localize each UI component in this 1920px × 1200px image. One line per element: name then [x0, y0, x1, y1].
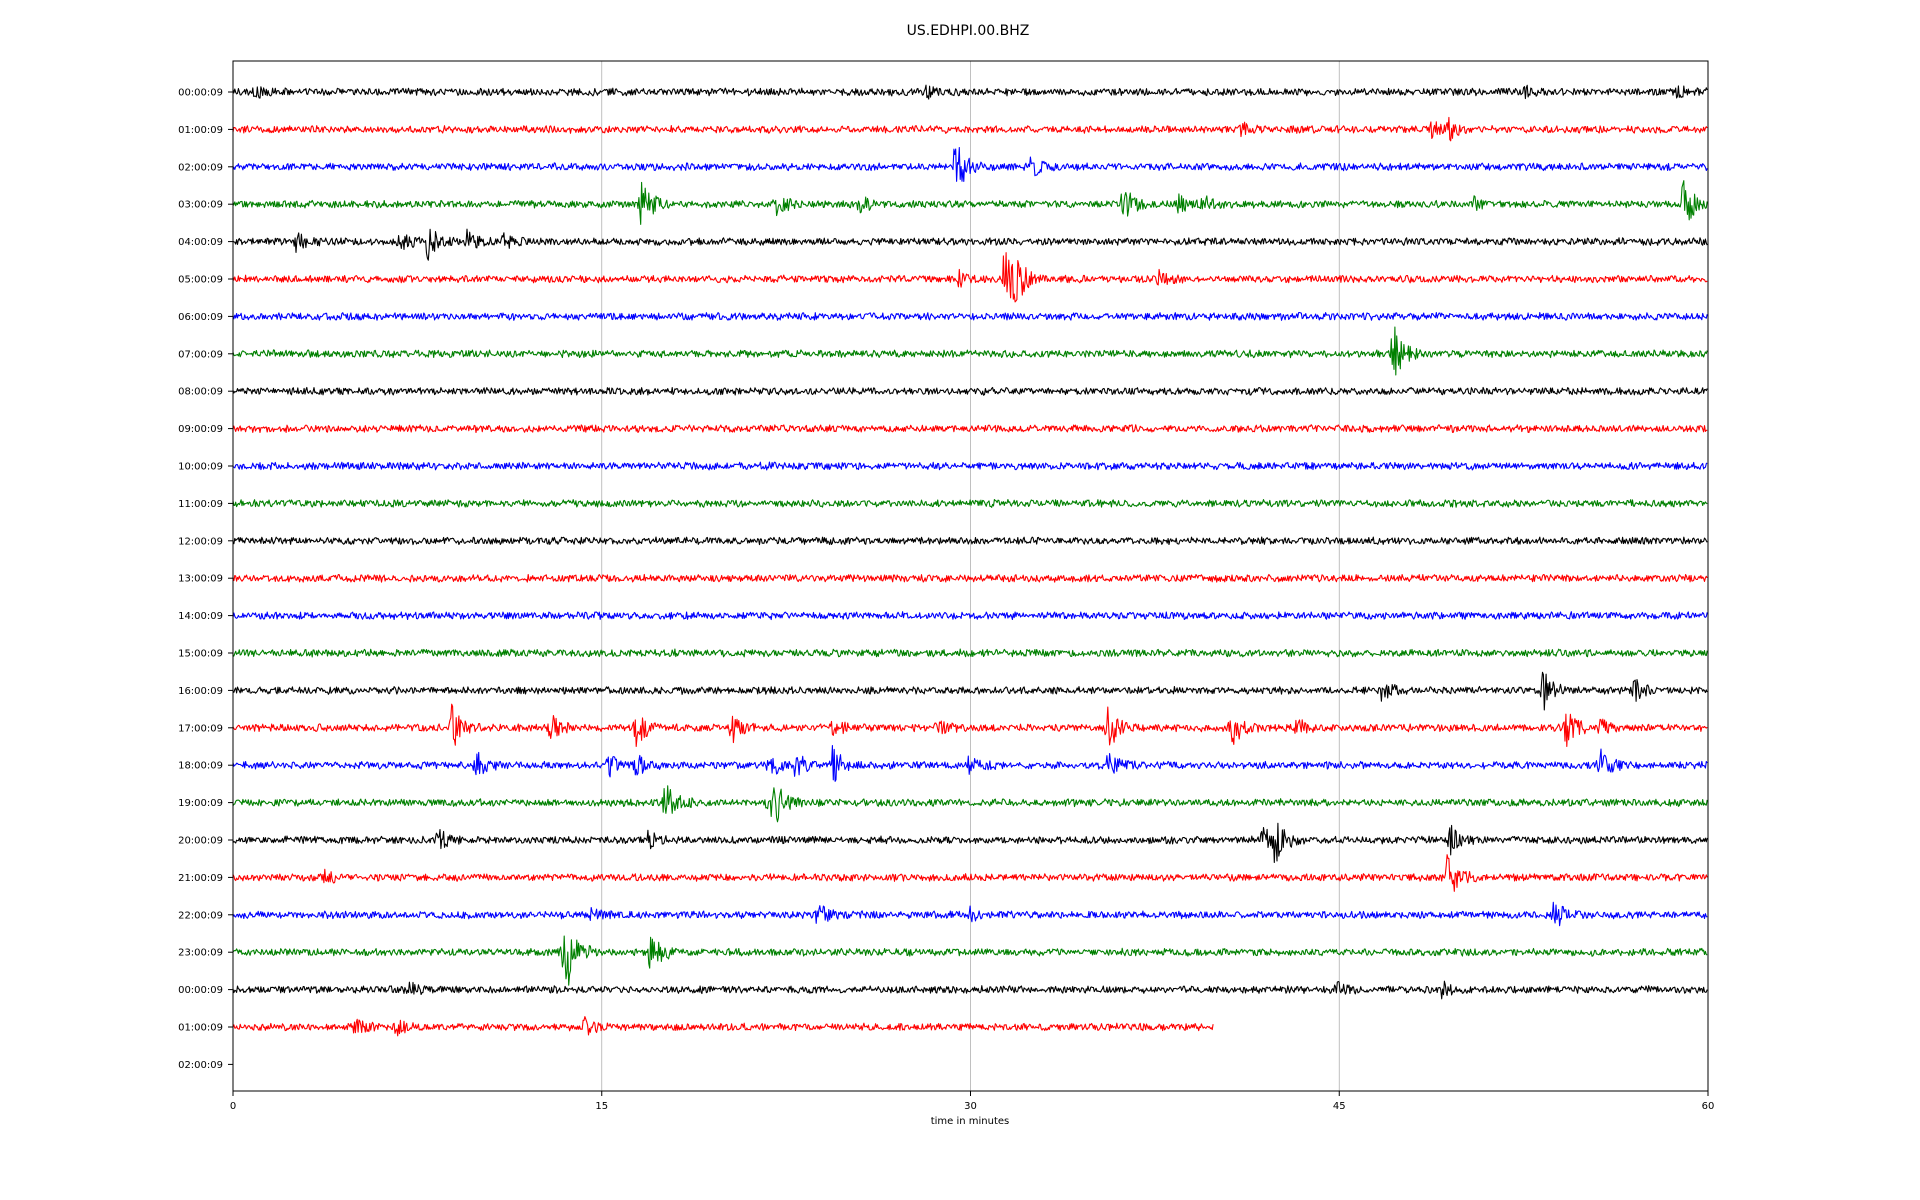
row-label: 19:00:09 — [178, 798, 223, 809]
x-axis-label: time in minutes — [931, 1116, 1010, 1127]
row-label: 01:00:09 — [178, 1023, 223, 1034]
row-label: 15:00:09 — [178, 649, 223, 660]
trace-line — [232, 611, 1708, 621]
row-label: 16:00:09 — [178, 686, 223, 697]
row-label: 11:00:09 — [178, 499, 223, 510]
trace-line — [232, 536, 1708, 546]
row-label: 07:00:09 — [178, 349, 223, 360]
trace-line — [232, 671, 1708, 711]
row-label: 00:00:09 — [178, 985, 223, 996]
trace-line — [232, 648, 1708, 658]
trace-line — [232, 461, 1708, 471]
trace-line — [232, 180, 1708, 225]
trace-line — [232, 424, 1708, 434]
row-label: 12:00:09 — [178, 536, 223, 547]
row-label: 17:00:09 — [178, 723, 223, 734]
row-label: 10:00:09 — [178, 462, 223, 473]
row-label: 04:00:09 — [178, 237, 223, 248]
trace-line — [232, 84, 1708, 100]
row-label: 18:00:09 — [178, 761, 223, 772]
row-label: 02:00:09 — [178, 1060, 223, 1071]
trace-line — [232, 935, 1708, 986]
trace-line — [232, 745, 1708, 782]
trace-line — [232, 980, 1708, 1000]
trace-line — [232, 252, 1708, 303]
row-label: 23:00:09 — [178, 948, 223, 959]
trace-line — [232, 386, 1708, 396]
x-tick-label: 15 — [595, 1101, 608, 1112]
vertical-gridlines — [601, 61, 1340, 1091]
row-label: 05:00:09 — [178, 275, 223, 286]
x-tick-label: 0 — [230, 1101, 236, 1112]
x-tick-label: 60 — [1702, 1101, 1715, 1112]
x-tick-label: 45 — [1333, 1101, 1346, 1112]
trace-line — [232, 1016, 1214, 1037]
row-label: 22:00:09 — [178, 910, 223, 921]
trace-line — [232, 703, 1708, 748]
row-time-labels: 00:00:09 01:00:09 02:00:09 03:00:09 04:00:09… — [178, 88, 233, 1071]
trace-line — [232, 326, 1708, 376]
trace-line — [232, 498, 1708, 508]
trace-line — [232, 854, 1708, 892]
row-label: 21:00:09 — [178, 873, 223, 884]
trace-line — [232, 228, 1708, 261]
row-label: 08:00:09 — [178, 387, 223, 398]
trace-line — [232, 311, 1708, 321]
trace-line — [232, 146, 1708, 182]
row-label: 13:00:09 — [178, 574, 223, 585]
row-label: 01:00:09 — [178, 125, 223, 136]
trace-line — [232, 785, 1708, 823]
trace-line — [232, 573, 1708, 583]
row-label: 20:00:09 — [178, 836, 223, 847]
row-label: 00:00:09 — [178, 88, 223, 99]
trace-line — [232, 116, 1708, 142]
trace-lines — [232, 84, 1708, 1037]
chart-title: US.EDHPI.00.BHZ — [907, 23, 1030, 39]
row-label: 06:00:09 — [178, 312, 223, 323]
x-tick-label: 30 — [964, 1101, 977, 1112]
trace-line — [232, 901, 1708, 927]
row-label: 09:00:09 — [178, 424, 223, 435]
x-axis-ticks: 0 15 30 45 60 — [230, 1091, 1715, 1112]
trace-line — [232, 822, 1708, 864]
row-label: 02:00:09 — [178, 162, 223, 173]
row-label: 03:00:09 — [178, 200, 223, 211]
row-label: 14:00:09 — [178, 611, 223, 622]
